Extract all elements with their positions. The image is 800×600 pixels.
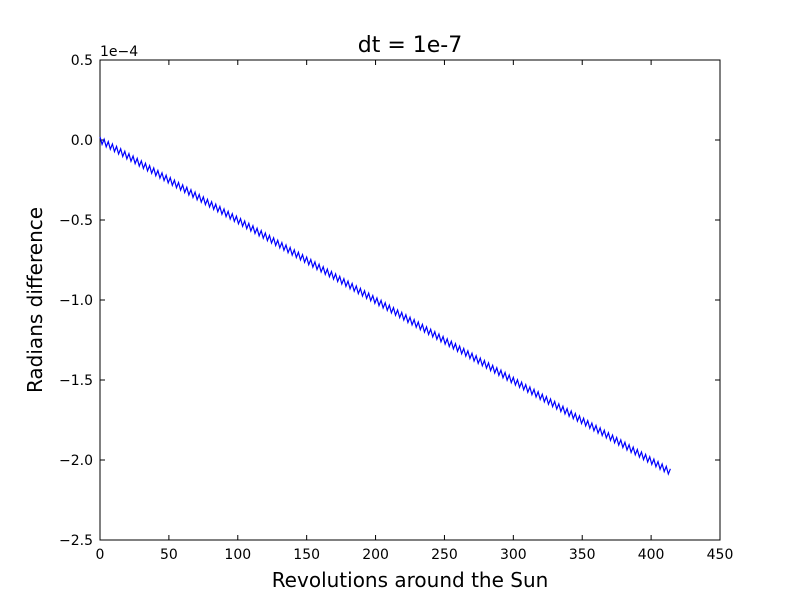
x-tick-label: 300 (500, 547, 527, 563)
x-tick-label: 250 (431, 547, 458, 563)
y-tick-label: −2.5 (59, 533, 93, 549)
y-offset-label: 1e−4 (100, 44, 138, 60)
y-tick-label: −1.0 (59, 293, 93, 309)
y-axis-label: Radians difference (23, 207, 47, 393)
y-tick-label: −1.5 (59, 373, 93, 389)
x-tick-label: 400 (638, 547, 665, 563)
x-tick-label: 150 (293, 547, 320, 563)
x-axis-label: Revolutions around the Sun (272, 568, 549, 592)
y-tick-label: −2.0 (59, 453, 93, 469)
x-tick-label: 0 (96, 547, 105, 563)
x-tick-label: 100 (224, 547, 251, 563)
plot-area: 0 50 100 150 200 250 300 350 400 450 0.5 0.0 −0.5 −1… (59, 53, 733, 563)
y-axis-ticks: 0.5 0.0 −0.5 −1.0 −1.5 −2.0 −2.5 (59, 53, 720, 549)
y-tick-label: −0.5 (59, 213, 93, 229)
series-line (99, 136, 671, 476)
x-tick-label: 450 (707, 547, 734, 563)
chart-title: dt = 1e-7 (358, 33, 462, 58)
x-tick-label: 50 (160, 547, 178, 563)
y-tick-label: 0.0 (71, 133, 93, 149)
plot-frame (99, 59, 721, 541)
x-axis-ticks: 0 50 100 150 200 250 300 350 400 450 (96, 60, 734, 563)
y-tick-label: 0.5 (71, 53, 93, 69)
x-tick-label: 350 (569, 547, 596, 563)
x-tick-label: 200 (362, 547, 389, 563)
